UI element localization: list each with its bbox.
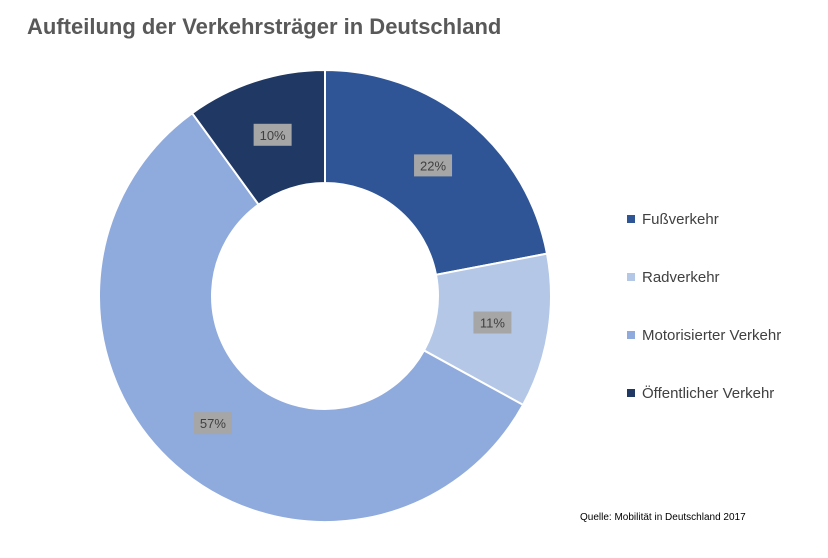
data-label-box (473, 311, 512, 334)
legend-item-motorisierter-verkehr: Motorisierter Verkehr (627, 323, 781, 347)
chart-legend: Fußverkehr Radverkehr Motorisierter Verkeh… (627, 207, 781, 439)
legend-swatch (627, 331, 635, 339)
legend-label: Öffentlicher Verkehr (642, 384, 775, 402)
legend-swatch (627, 389, 635, 397)
legend-item-radverkehr: Radverkehr (627, 265, 781, 289)
chart-title: Aufteilung der Verkehrsträger in Deutsch… (27, 14, 502, 39)
data-label-text: 57% (200, 416, 226, 431)
data-label-text: 22% (420, 158, 446, 173)
legend-swatch (627, 215, 635, 223)
data-label-text: 10% (260, 128, 286, 143)
data-label-box (253, 123, 292, 146)
data-label-radverkehr: 11% (473, 311, 512, 334)
legend-swatch (627, 273, 635, 281)
data-label-box (414, 154, 453, 177)
legend-item-oeffentlicher-verkehr: Öffentlicher Verkehr (627, 381, 781, 405)
data-label-box (193, 412, 232, 435)
legend-label: Motorisierter Verkehr (642, 326, 782, 344)
data-label-text: 11% (480, 316, 505, 331)
data-label-motorisierter-verkehr: 57% (193, 412, 232, 435)
legend-label: Radverkehr (642, 268, 720, 286)
legend-label: Fußverkehr (642, 210, 719, 228)
data-label-oeffentlicher-verkehr: 10% (253, 123, 292, 146)
data-label-fussverkehr: 22% (414, 154, 453, 177)
legend-item-fussverkehr: Fußverkehr (627, 207, 781, 231)
source-note: Quelle: Mobilität in Deutschland 2017 (580, 512, 746, 523)
